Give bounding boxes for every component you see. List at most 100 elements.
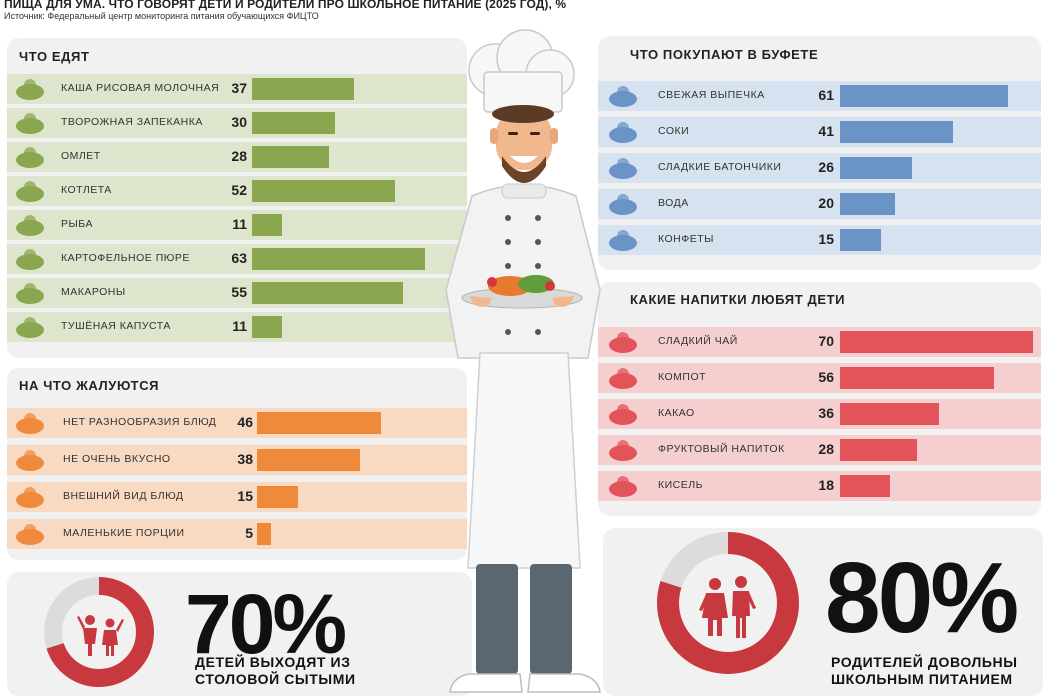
chart-row: РЫБА 11 <box>7 210 467 240</box>
panel-complaints: НА ЧТО ЖАЛУЮТСЯ НЕТ РАЗНООБРАЗИЯ БЛЮД 46 Н… <box>7 368 467 560</box>
chart-row: КИСЕЛЬ 18 <box>598 471 1041 501</box>
bar-label: КАША РИСОВАЯ МОЛОЧНАЯ <box>61 82 220 94</box>
bar-value: 63 <box>231 250 247 266</box>
source-note: Источник: Федеральный центр мониторинга … <box>4 11 319 21</box>
bar <box>257 449 360 471</box>
row-stripe <box>598 399 1041 429</box>
chart-row: СВЕЖАЯ ВЫПЕЧКА 61 <box>598 81 1041 111</box>
chart-row: МАКАРОНЫ 55 <box>7 278 467 308</box>
bar-label: КОТЛЕТА <box>61 184 112 196</box>
bar-value: 61 <box>818 87 834 103</box>
bar-label: КОНФЕТЫ <box>658 233 714 245</box>
donut-arc <box>657 532 799 674</box>
bar-label: ВНЕШНИЙ ВИД БЛЮД <box>63 490 184 502</box>
bar-value: 28 <box>231 148 247 164</box>
chart-row: КАРТОФЕЛЬНОЕ ПЮРЕ 63 <box>7 244 467 274</box>
row-stripe <box>7 142 467 172</box>
bar-value: 41 <box>818 123 834 139</box>
tea-cup-icon <box>606 328 640 356</box>
chart-row: ТУШЁНАЯ КАПУСТА 11 <box>7 312 467 342</box>
row-stripe <box>598 471 1041 501</box>
bar <box>252 112 335 134</box>
bar-value: 46 <box>237 414 253 430</box>
kids-caption-line2: СТОЛОВОЙ СЫТЫМИ <box>195 671 356 687</box>
bar-value: 52 <box>231 182 247 198</box>
chart-row: КОТЛЕТА 52 <box>7 176 467 206</box>
bar-label: МАКАРОНЫ <box>61 286 126 298</box>
chart-row: ВОДА 20 <box>598 189 1041 219</box>
row-stripe <box>598 225 1041 255</box>
row-stripe <box>7 445 467 475</box>
bar-label: КИСЕЛЬ <box>658 479 704 491</box>
bar <box>252 146 329 168</box>
kids-donut-chart <box>44 577 154 687</box>
chef-face <box>490 105 558 183</box>
cocoa-mug-icon <box>606 400 640 428</box>
bar <box>840 331 1033 353</box>
bar <box>840 367 994 389</box>
parents-donut-chart <box>657 532 799 674</box>
mashed-potato-icon <box>13 245 47 273</box>
chart-row: СЛАДКИЕ БАТОНЧИКИ 26 <box>598 153 1041 183</box>
chart-row: КАКАО 36 <box>598 399 1041 429</box>
bar-label: СВЕЖАЯ ВЫПЕЧКА <box>658 89 765 101</box>
plate-icon <box>13 520 47 548</box>
bar <box>252 248 426 270</box>
not-tasty-icon <box>13 446 47 474</box>
bar-label: ОМЛЕТ <box>61 150 101 162</box>
panel-what-they-eat: ЧТО ЕДЯТ КАША РИСОВАЯ МОЛОЧНАЯ 37 ТВОРОЖНА… <box>7 38 467 358</box>
bar-label: СЛАДКИЕ БАТОНЧИКИ <box>658 161 782 173</box>
bar-label: СОКИ <box>658 125 690 137</box>
bar <box>252 316 283 338</box>
bar <box>840 121 953 143</box>
row-stripe <box>7 482 467 512</box>
kids-percent: 70% <box>185 577 347 671</box>
chart-row: СЛАДКИЙ ЧАЙ 70 <box>598 327 1041 357</box>
bar-label: МАЛЕНЬКИЕ ПОРЦИИ <box>63 527 185 539</box>
bar <box>840 193 895 215</box>
bar <box>252 78 354 100</box>
chart-row: НЕТ РАЗНООБРАЗИЯ БЛЮД 46 <box>7 408 467 438</box>
chef-shoes <box>449 673 601 693</box>
bar-label: РЫБА <box>61 218 93 230</box>
bar-value: 30 <box>231 114 247 130</box>
bar-label: ТУШЁНАЯ КАПУСТА <box>61 320 171 332</box>
chef-trousers <box>476 564 572 674</box>
bar-label: КАРТОФЕЛЬНОЕ ПЮРЕ <box>61 252 190 264</box>
row-stripe <box>7 108 467 138</box>
bar-label: НЕ ОЧЕНЬ ВКУСНО <box>63 453 171 465</box>
bar <box>252 282 404 304</box>
bar-value: 20 <box>818 195 834 211</box>
bar-value: 11 <box>232 318 247 334</box>
porridge-bowl-icon <box>13 75 47 103</box>
panel-title: ЧТО ПОКУПАЮТ В БУФЕТЕ <box>630 47 819 62</box>
row-stripe <box>598 435 1041 465</box>
row-stripe <box>7 210 467 240</box>
chart-row: ФРУКТОВЫЙ НАПИТОК 28 <box>598 435 1041 465</box>
food-plate <box>461 275 583 309</box>
bar <box>840 403 939 425</box>
chart-row: МАЛЕНЬКИЕ ПОРЦИИ 5 <box>7 519 467 549</box>
parents-caption-line1: РОДИТЕЛЕЙ ДОВОЛЬНЫ <box>831 654 1018 670</box>
fruit-drink-icon <box>606 436 640 464</box>
bar <box>840 475 890 497</box>
donut-arc <box>44 577 154 687</box>
bar-value: 37 <box>231 80 247 96</box>
panel-kids-stat: 70% ДЕТЕЙ ВЫХОДЯТ ИЗ СТОЛОВОЙ СЫТЫМИ <box>7 572 472 696</box>
chart-row: ОМЛЕТ 28 <box>7 142 467 172</box>
bar <box>257 412 382 434</box>
children-icon <box>77 615 124 656</box>
row-stripe <box>7 519 467 549</box>
bar-label: КОМПОТ <box>658 371 707 383</box>
panel-parents-stat: 80% РОДИТЕЛЕЙ ДОВОЛЬНЫ ШКОЛЬНЫМ ПИТАНИЕМ <box>603 528 1043 696</box>
row-stripe <box>7 74 467 104</box>
bar <box>840 229 882 251</box>
chart-row: КОМПОТ 56 <box>598 363 1041 393</box>
chart-row: КАША РИСОВАЯ МОЛОЧНАЯ 37 <box>7 74 467 104</box>
bar-value: 15 <box>818 231 834 247</box>
row-stripe <box>598 153 1041 183</box>
parents-icon <box>699 576 756 638</box>
kids-caption-line1: ДЕТЕЙ ВЫХОДЯТ ИЗ <box>195 654 351 670</box>
bar-value: 36 <box>818 405 834 421</box>
candy-bar-icon <box>606 154 640 182</box>
